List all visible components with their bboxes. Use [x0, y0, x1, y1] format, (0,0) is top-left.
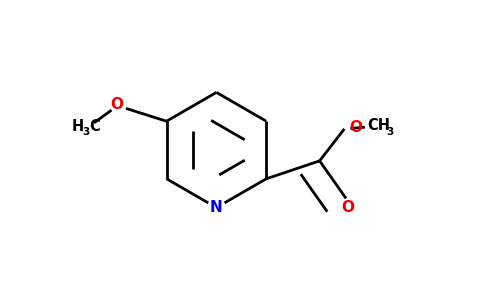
Text: 3: 3 [387, 127, 394, 137]
Text: O: O [349, 120, 362, 135]
Text: H: H [72, 119, 84, 134]
Text: C: C [90, 119, 100, 134]
Text: N: N [210, 200, 223, 215]
Text: O: O [110, 98, 123, 112]
Text: CH: CH [367, 118, 391, 133]
Text: 3: 3 [83, 127, 90, 137]
Text: O: O [342, 200, 355, 215]
